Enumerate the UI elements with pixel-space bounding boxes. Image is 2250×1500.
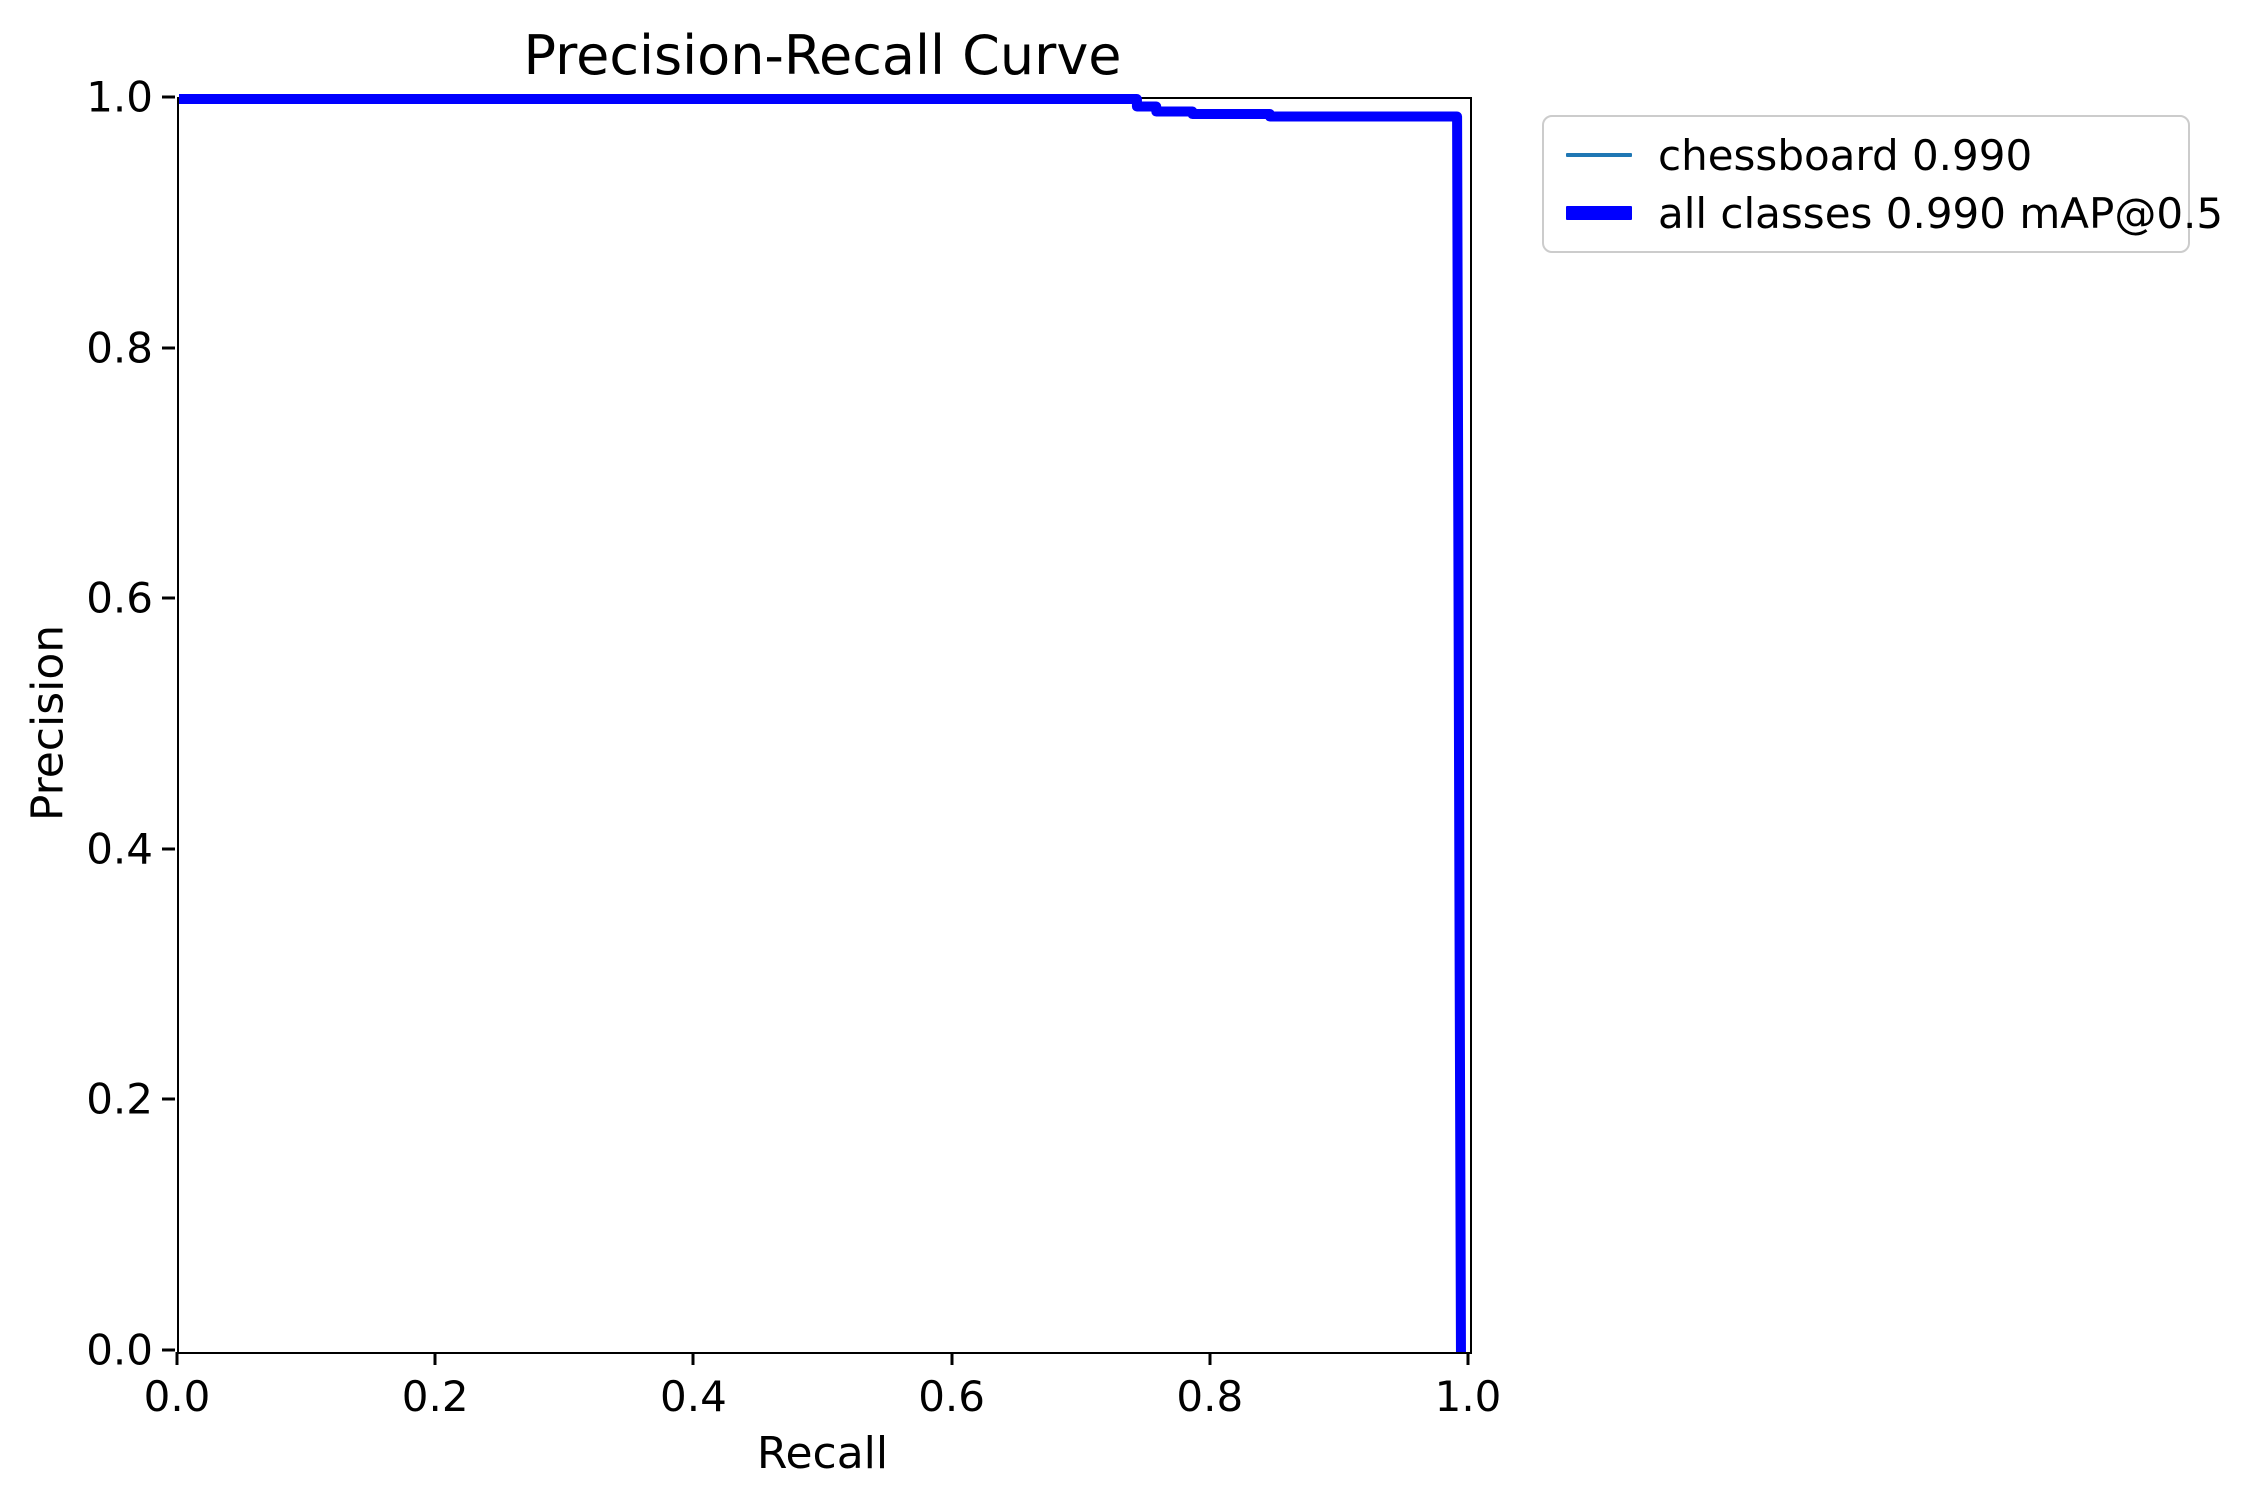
y-axis-label: Precision: [22, 624, 74, 822]
x-tick-label-0.2: 0.2: [401, 1372, 469, 1421]
x-tick-label-1.0: 1.0: [1434, 1372, 1502, 1421]
y-tick-label-0.0: 0.0: [86, 1325, 153, 1375]
x-tick-label-0.6: 0.6: [918, 1372, 985, 1421]
x-tick-mark-0.8: [1208, 1352, 1212, 1365]
x-axis-label: Recall: [756, 1428, 889, 1479]
y-tick-mark-0.2: [162, 1097, 175, 1101]
y-tick-mark-0.8: [162, 346, 175, 350]
y-tick-mark-0.0: [162, 1348, 175, 1352]
x-tick-mark-0.4: [691, 1352, 695, 1365]
series-line-all-classes: [179, 99, 1461, 1352]
x-tick-label-0.4: 0.4: [659, 1372, 727, 1421]
chart-title: Precision-Recall Curve: [523, 24, 1122, 87]
legend-item-all-classes: all classes 0.990 mAP@0.5: [1566, 189, 2223, 238]
y-tick-label-0.4: 0.4: [86, 824, 153, 874]
x-tick-mark-0.6: [950, 1352, 954, 1365]
x-tick-mark-1.0: [1466, 1352, 1470, 1365]
x-tick-mark-0.0: [175, 1352, 179, 1365]
x-tick-label-0.8: 0.8: [1176, 1372, 1244, 1421]
chessboard-line-sample: [1566, 153, 1632, 157]
series-line-chessboard: [179, 99, 1461, 1352]
y-tick-label-0.2: 0.2: [86, 1074, 153, 1124]
legend-label-chessboard: chessboard 0.990: [1658, 130, 2033, 180]
legend-box: chessboard 0.990 all classes 0.990 mAP@0…: [1542, 115, 2223, 253]
pr-curve-canvas: [179, 99, 1470, 1352]
all-classes-line-sample: [1566, 206, 1632, 220]
y-tick-mark-0.6: [162, 596, 175, 600]
y-tick-label-1.0: 1.0: [86, 72, 153, 122]
legend-label-all-classes: all classes 0.990 mAP@0.5: [1658, 188, 2224, 238]
y-tick-mark-0.4: [162, 847, 175, 851]
x-tick-mark-0.2: [433, 1352, 437, 1365]
x-tick-label-0.0: 0.0: [143, 1372, 211, 1421]
y-tick-mark-1.0: [162, 95, 175, 99]
y-tick-label-0.6: 0.6: [86, 573, 153, 623]
plot-area: [177, 97, 1472, 1354]
legend-item-chessboard: chessboard 0.990: [1566, 130, 2168, 180]
y-tick-label-0.8: 0.8: [86, 323, 153, 373]
